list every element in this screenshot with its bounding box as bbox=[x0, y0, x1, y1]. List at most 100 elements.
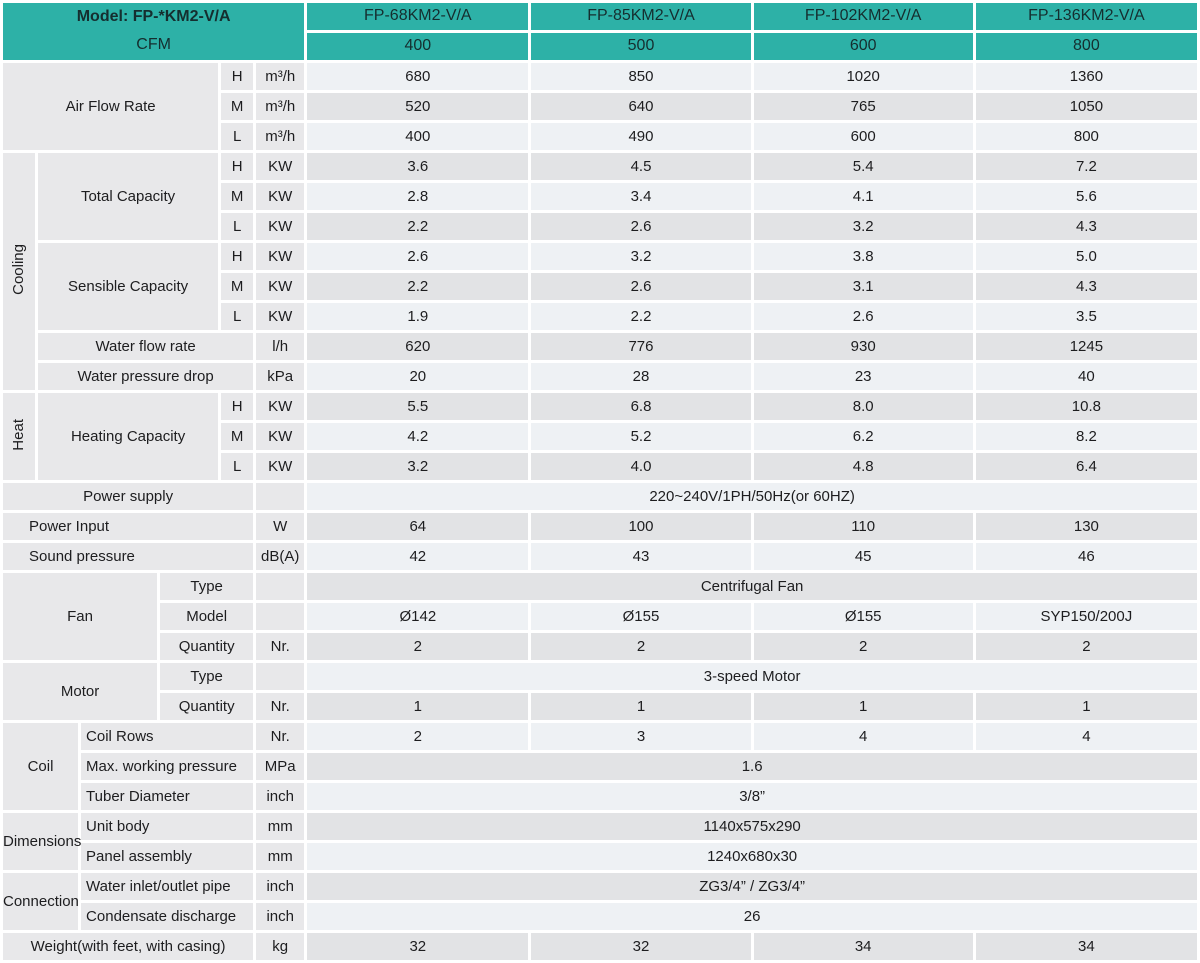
table-row: Fan Type Centrifugal Fan bbox=[3, 573, 1197, 660]
speed-label: H bbox=[221, 393, 254, 420]
value-cell: 930 bbox=[753, 333, 973, 360]
value-cell: Ø155 bbox=[753, 603, 973, 630]
table-row: Condensate discharge inch 26 bbox=[3, 903, 1197, 930]
value-cell: 4 bbox=[753, 723, 973, 750]
condensate-discharge-label: Condensate discharge bbox=[81, 903, 254, 930]
table-row: M m³/h 520 640 765 1050 bbox=[3, 93, 1197, 120]
condensate-discharge-value: 26 bbox=[307, 903, 1197, 930]
value-cell: 2 bbox=[307, 633, 529, 660]
sensible-capacity-label: Sensible Capacity bbox=[38, 243, 219, 330]
power-supply-value: 220~240V/1PH/50Hz(or 60HZ) bbox=[307, 483, 1197, 510]
water-inlet-outlet-value: ZG3/4” / ZG3/4” bbox=[307, 873, 1197, 900]
value-cell: 3.6 bbox=[307, 153, 529, 180]
value-cell: 3.8 bbox=[753, 243, 973, 270]
fan-quantity-label: Quantity bbox=[160, 633, 254, 660]
unit-label-empty bbox=[256, 663, 305, 690]
unit-label: KW bbox=[256, 153, 305, 180]
value-cell: 2.6 bbox=[753, 303, 973, 330]
speed-label: L bbox=[221, 123, 254, 150]
table-row: L KW 2.2 2.6 3.2 4.3 bbox=[3, 213, 1197, 240]
value-cell: 1050 bbox=[975, 93, 1197, 120]
unit-label-empty bbox=[256, 573, 305, 600]
table-row: Panel assembly mm 1240x680x30 bbox=[3, 843, 1197, 870]
total-capacity-label: Total Capacity bbox=[38, 153, 219, 240]
value-cell: 520 bbox=[307, 93, 529, 120]
value-cell: 2.6 bbox=[531, 213, 751, 240]
value-cell: 2.6 bbox=[531, 273, 751, 300]
value-cell: 4.2 bbox=[307, 423, 529, 450]
power-input-label: Power Input bbox=[3, 513, 254, 540]
value-cell: 2 bbox=[307, 723, 529, 750]
value-cell: 43 bbox=[531, 543, 751, 570]
value-cell: 5.0 bbox=[975, 243, 1197, 270]
table-row: Quantity Nr. 2 2 2 2 bbox=[3, 633, 1197, 660]
table-row: Tuber Diameter inch 3/8” bbox=[3, 783, 1197, 810]
value-cell: 4.5 bbox=[531, 153, 751, 180]
value-cell: 2.2 bbox=[531, 303, 751, 330]
unit-label: m³/h bbox=[256, 93, 305, 120]
speed-label: M bbox=[221, 183, 254, 210]
value-cell: 100 bbox=[531, 513, 751, 540]
unit-body-label: Unit body bbox=[81, 813, 254, 840]
unit-label: Nr. bbox=[256, 723, 305, 750]
value-cell: 400 bbox=[307, 123, 529, 150]
motor-type-value: 3-speed Motor bbox=[307, 663, 1197, 690]
value-cell: 640 bbox=[531, 93, 751, 120]
table-row: Dimensions Unit body mm 1140x575x290 bbox=[3, 813, 1197, 870]
unit-label: KW bbox=[256, 303, 305, 330]
table-row: Model Ø142 Ø155 Ø155 SYP150/200J bbox=[3, 603, 1197, 630]
weight-label: Weight(with feet, with casing) bbox=[3, 933, 254, 960]
table-row: L KW 3.2 4.0 4.8 6.4 bbox=[3, 453, 1197, 480]
value-cell: 4.3 bbox=[975, 213, 1197, 240]
value-cell: 20 bbox=[307, 363, 529, 390]
heat-section-label: Heat bbox=[3, 393, 36, 480]
model-title: Model: FP-*KM2-V/A bbox=[76, 7, 231, 25]
value-cell: 6.2 bbox=[753, 423, 973, 450]
unit-label: inch bbox=[256, 873, 305, 900]
speed-label: H bbox=[221, 153, 254, 180]
value-cell: 490 bbox=[531, 123, 751, 150]
value-cell: 28 bbox=[531, 363, 751, 390]
value-cell: 2 bbox=[531, 633, 751, 660]
connection-section-label: Connection bbox=[3, 873, 79, 930]
table-row: Sound pressure dB(A) 42 43 45 46 bbox=[3, 543, 1197, 570]
speed-label: M bbox=[221, 93, 254, 120]
table-row: Quantity Nr. 1 1 1 1 bbox=[3, 693, 1197, 720]
value-cell: 10.8 bbox=[975, 393, 1197, 420]
value-cell: 5.6 bbox=[975, 183, 1197, 210]
unit-label: KW bbox=[256, 213, 305, 240]
tuber-diameter-label: Tuber Diameter bbox=[81, 783, 254, 810]
table-row: Sensible Capacity H KW 2.6 3.2 3.8 5.0 bbox=[3, 243, 1197, 330]
unit-label: mm bbox=[256, 843, 305, 870]
speed-label: H bbox=[221, 243, 254, 270]
value-cell: 1 bbox=[307, 693, 529, 720]
unit-label-empty bbox=[256, 483, 305, 510]
water-pressure-drop-label: Water pressure drop bbox=[38, 363, 254, 390]
max-working-pressure-value: 1.6 bbox=[307, 753, 1197, 780]
table-row: Weight(with feet, with casing) kg 32 32 … bbox=[3, 933, 1197, 960]
unit-label: Nr. bbox=[256, 633, 305, 660]
fan-model-label: Model bbox=[160, 603, 254, 630]
value-cell: 1245 bbox=[975, 333, 1197, 360]
model-cfm-header-cell: Model: FP-*KM2-V/A CFM bbox=[3, 3, 305, 60]
water-flow-rate-label: Water flow rate bbox=[38, 333, 254, 360]
motor-quantity-label: Quantity bbox=[160, 693, 254, 720]
value-cell: 3.2 bbox=[753, 213, 973, 240]
value-cell: 32 bbox=[531, 933, 751, 960]
speed-label: L bbox=[221, 303, 254, 330]
fan-type-value: Centrifugal Fan bbox=[307, 573, 1197, 600]
value-cell: SYP150/200J bbox=[975, 603, 1197, 630]
value-cell: Ø142 bbox=[307, 603, 529, 630]
value-cell: 8.0 bbox=[753, 393, 973, 420]
sound-pressure-label: Sound pressure bbox=[3, 543, 254, 570]
cfm-value: 400 bbox=[307, 33, 529, 60]
value-cell: 1 bbox=[531, 693, 751, 720]
table-row: Water pressure drop kPa 20 28 23 40 bbox=[3, 363, 1197, 390]
value-cell: 4.3 bbox=[975, 273, 1197, 300]
speed-label: M bbox=[221, 273, 254, 300]
value-cell: 23 bbox=[753, 363, 973, 390]
table-row: L KW 1.9 2.2 2.6 3.5 bbox=[3, 303, 1197, 330]
value-cell: 600 bbox=[753, 123, 973, 150]
value-cell: 680 bbox=[307, 63, 529, 90]
value-cell: 850 bbox=[531, 63, 751, 90]
